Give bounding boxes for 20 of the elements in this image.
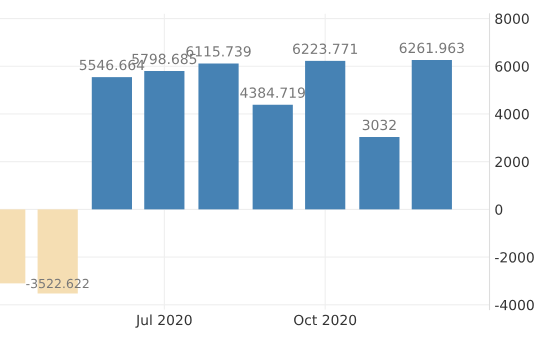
y-tick-label: 8000 bbox=[495, 14, 529, 24]
data-label: 4384.719 bbox=[240, 87, 305, 98]
bar bbox=[144, 71, 184, 210]
y-tick-label: 0 bbox=[495, 204, 502, 215]
bar bbox=[359, 137, 400, 210]
data-label: 6223.771 bbox=[293, 44, 358, 54]
bar bbox=[412, 60, 452, 210]
x-tick-label: Jul 2020 bbox=[135, 314, 192, 328]
y-tick-label: -2000 bbox=[495, 252, 534, 263]
bar bbox=[198, 63, 239, 210]
bar bbox=[92, 77, 132, 210]
y-tick-label: 4000 bbox=[495, 108, 529, 120]
y-tick-label: 2000 bbox=[495, 156, 529, 168]
x-tick-label: Oct 2020 bbox=[294, 314, 356, 326]
bar bbox=[252, 104, 293, 210]
data-label: 3032 bbox=[362, 120, 396, 130]
data-label: 6261.963 bbox=[400, 42, 464, 54]
bar bbox=[305, 60, 346, 210]
y-tick-label: 6000 bbox=[495, 61, 529, 72]
y-tick-label: -4000 bbox=[495, 300, 534, 310]
